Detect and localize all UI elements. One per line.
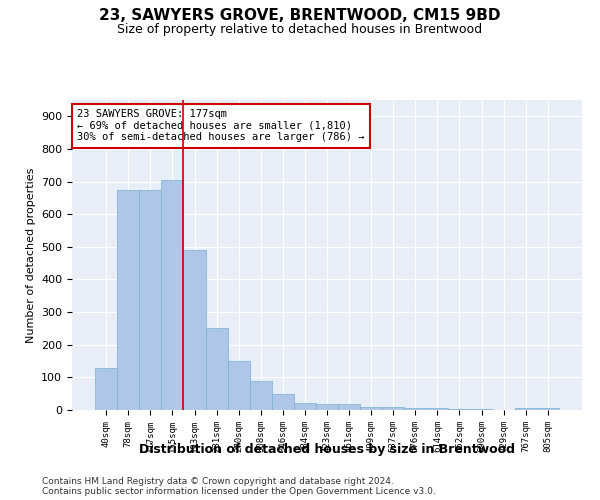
Bar [117,190,139,410]
Text: Contains HM Land Registry data © Crown copyright and database right 2024.: Contains HM Land Registry data © Crown c… [42,478,394,486]
Bar [537,408,559,410]
Bar [382,408,404,410]
Bar [515,408,537,410]
Bar [139,190,161,410]
Bar [316,404,338,410]
Bar [161,180,184,410]
Text: 23 SAWYERS GROVE: 177sqm
← 69% of detached houses are smaller (1,810)
30% of sem: 23 SAWYERS GROVE: 177sqm ← 69% of detach… [77,110,365,142]
Bar [206,328,227,410]
Text: Contains public sector information licensed under the Open Government Licence v3: Contains public sector information licen… [42,488,436,496]
Bar [427,408,448,410]
Bar [294,403,316,410]
Bar [227,361,250,410]
Bar [360,406,382,410]
Bar [404,408,427,410]
Bar [184,250,206,410]
Text: Size of property relative to detached houses in Brentwood: Size of property relative to detached ho… [118,22,482,36]
Bar [272,394,294,410]
Text: 23, SAWYERS GROVE, BRENTWOOD, CM15 9BD: 23, SAWYERS GROVE, BRENTWOOD, CM15 9BD [99,8,501,22]
Bar [338,404,360,410]
Text: Distribution of detached houses by size in Brentwood: Distribution of detached houses by size … [139,442,515,456]
Bar [250,380,272,410]
Y-axis label: Number of detached properties: Number of detached properties [26,168,35,342]
Bar [95,368,117,410]
